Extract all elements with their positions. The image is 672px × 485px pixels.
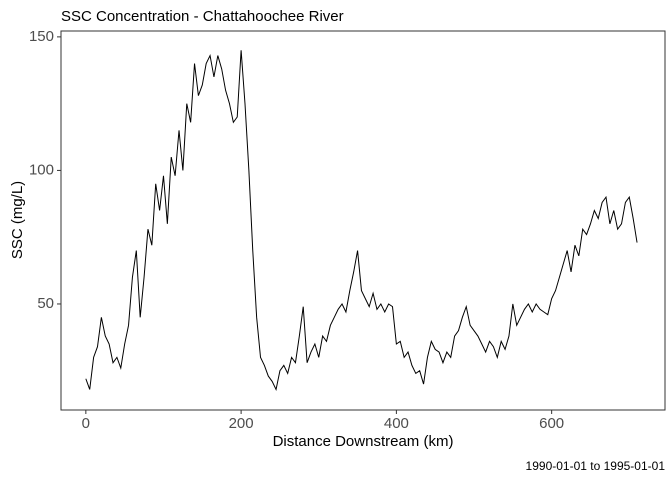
y-tick-label: 50 [37,295,54,312]
x-axis-label: Distance Downstream (km) [273,433,454,450]
panel-border [60,30,666,411]
y-tick-label: 150 [29,28,54,45]
y-tick-label: 100 [29,161,54,178]
data-line [85,50,638,391]
y-axis-label: SSC (mg/L) [9,181,26,259]
chart-title: SSC Concentration - Chattahoochee River [61,8,344,25]
x-tick-label: 0 [82,415,90,432]
caption: 1990-01-01 to 1995-01-01 [526,459,666,473]
x-tick-label: 600 [539,415,564,432]
x-tick-label: 200 [229,415,254,432]
x-tick-label: 400 [384,415,409,432]
